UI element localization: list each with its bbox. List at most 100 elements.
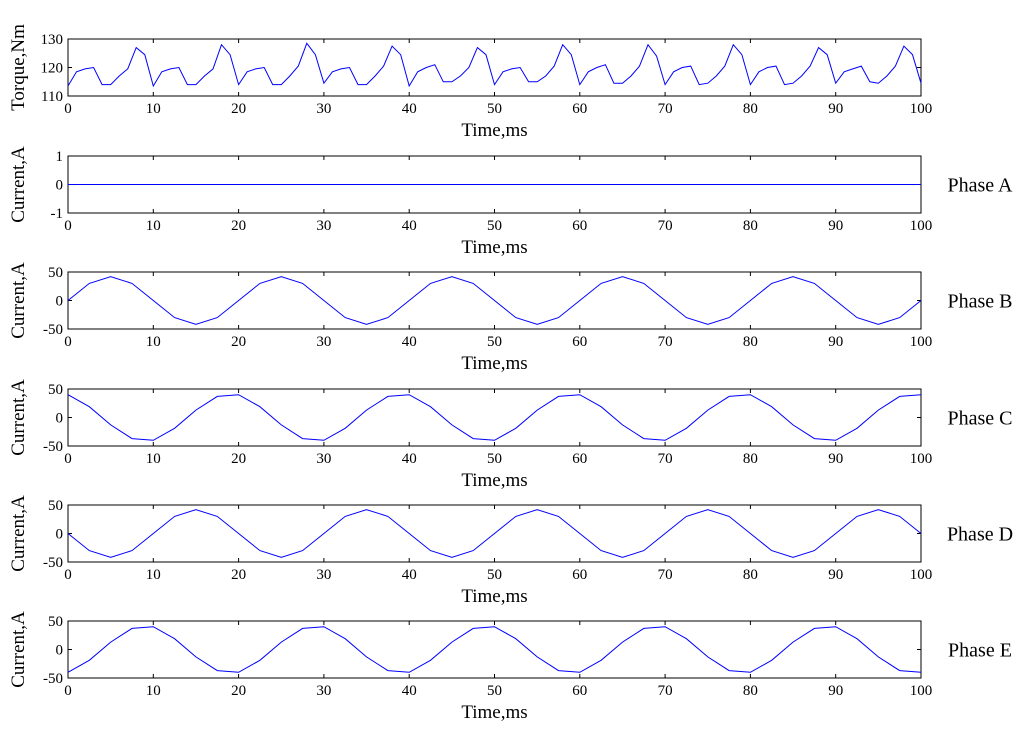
y-axis-label: Current,A (8, 495, 29, 572)
x-tick-label: 60 (572, 451, 587, 467)
chart-panel-5: 0 10 20 30 40 50 60 70 80 90 100-50050Time,msCurre… (8, 495, 1013, 607)
x-tick-label: 40 (402, 334, 417, 350)
chart-panel-4: 0 10 20 30 40 50 60 70 80 90 100-50050Time,msCurre… (8, 379, 1013, 491)
x-tick-label: 70 (658, 101, 673, 117)
x-tick-label: 20 (231, 683, 246, 699)
phase-label: Phase E (948, 640, 1012, 662)
x-tick-label: 50 (487, 567, 502, 583)
x-tick-label: 20 (231, 451, 246, 467)
x-tick-label: 80 (743, 101, 758, 117)
phase-label: Phase A (948, 175, 1014, 197)
x-tick-label: 70 (658, 567, 673, 583)
x-tick-label: 20 (231, 101, 246, 117)
x-tick-label: 0 (64, 218, 72, 234)
chart-panel-2: 0 10 20 30 40 50 60 70 80 90 100-101Time,msCurrent… (8, 146, 1013, 258)
series-line (67, 394, 922, 441)
x-tick-label: 70 (658, 451, 673, 467)
y-tick-label: 120 (41, 61, 64, 77)
y-tick-label: 0 (56, 178, 64, 194)
y-tick-label: 130 (41, 32, 64, 48)
x-tick-label: 100 (910, 218, 933, 234)
y-tick-label: -1 (51, 206, 64, 222)
x-tick-label: 60 (572, 218, 587, 234)
y-tick-label: -50 (43, 555, 63, 571)
y-tick-label: 0 (56, 643, 64, 659)
x-tick-label: 0 (64, 334, 72, 350)
x-tick-label: 70 (658, 683, 673, 699)
x-tick-label: 30 (316, 334, 331, 350)
series-line (67, 276, 922, 325)
x-tick-label: 80 (743, 567, 758, 583)
x-tick-label: 0 (64, 683, 72, 699)
phase-label: Phase C (948, 408, 1013, 430)
x-tick-label: 0 (64, 451, 72, 467)
x-tick-label: 10 (146, 334, 161, 350)
y-axis-label: Current,A (8, 146, 29, 223)
x-tick-label: 50 (487, 334, 502, 350)
x-tick-label: 10 (146, 683, 161, 699)
x-tick-label: 50 (487, 218, 502, 234)
x-tick-label: 70 (658, 218, 673, 234)
x-tick-label: 90 (828, 567, 843, 583)
y-axis-label: Current,A (8, 611, 29, 688)
plot-frame (67, 388, 922, 447)
x-tick-label: 10 (146, 451, 161, 467)
x-tick-label: 30 (316, 218, 331, 234)
phase-label: Phase D (947, 524, 1013, 546)
x-tick-label: 90 (828, 683, 843, 699)
x-axis-label: Time,ms (461, 353, 527, 374)
series-line (67, 509, 922, 558)
x-tick-label: 90 (828, 334, 843, 350)
y-tick-label: 50 (48, 614, 63, 630)
y-tick-label: 0 (56, 527, 64, 543)
chart-panel-1: 0 10 20 30 40 50 60 70 80 90 100 110 120 130 Time,ms To… (8, 24, 932, 141)
y-tick-label: -50 (43, 439, 63, 455)
x-tick-label: 100 (910, 567, 933, 583)
plot-frame (67, 620, 922, 679)
x-tick-label: 90 (828, 451, 843, 467)
x-tick-label: 50 (487, 451, 502, 467)
y-axis-label: Current,A (8, 262, 29, 339)
y-tick-label: -50 (43, 671, 63, 687)
x-tick-label: 40 (402, 101, 417, 117)
x-tick-label: 30 (316, 683, 331, 699)
y-tick-label: -50 (43, 322, 63, 338)
x-tick-label: 40 (402, 218, 417, 234)
x-tick-label: 40 (402, 451, 417, 467)
x-tick-label: 100 (910, 451, 933, 467)
x-tick-label: 10 (146, 101, 161, 117)
x-tick-label: 20 (231, 218, 246, 234)
x-tick-label: 0 (64, 567, 72, 583)
y-tick-label: 110 (41, 89, 63, 105)
x-tick-label: 60 (572, 683, 587, 699)
y-tick-label: 50 (48, 498, 63, 514)
chart-panel-6: 0 10 20 30 40 50 60 70 80 90 100-50050Time,msCurre… (8, 611, 1012, 723)
x-tick-label: 0 (64, 101, 72, 117)
x-axis-label: Time,ms (461, 586, 527, 607)
x-tick-label: 90 (828, 101, 843, 117)
x-tick-label: 30 (316, 101, 331, 117)
x-tick-label: 80 (743, 451, 758, 467)
x-tick-label: 20 (231, 567, 246, 583)
y-tick-label: 50 (48, 382, 63, 398)
phase-label: Phase B (948, 291, 1013, 313)
x-axis-label: Time,ms (461, 702, 527, 723)
x-tick-label: 40 (402, 567, 417, 583)
x-axis-label: Time,ms (461, 470, 527, 491)
x-tick-label: 70 (658, 334, 673, 350)
x-tick-label: 20 (231, 334, 246, 350)
x-tick-label: 50 (487, 101, 502, 117)
x-tick-label: 100 (910, 334, 933, 350)
x-tick-label: 10 (146, 567, 161, 583)
x-tick-label: 60 (572, 567, 587, 583)
x-tick-label: 100 (910, 683, 933, 699)
y-tick-label: 0 (56, 294, 64, 310)
x-tick-label: 10 (146, 218, 161, 234)
series-line (67, 626, 922, 673)
x-tick-label: 30 (316, 451, 331, 467)
chart-panel-3: 0 10 20 30 40 50 60 70 80 90 100-50050Time,msCurre… (8, 262, 1013, 374)
x-tick-label: 100 (910, 101, 933, 117)
x-tick-label: 80 (743, 683, 758, 699)
y-axis-label: Torque,Nm (8, 24, 29, 111)
